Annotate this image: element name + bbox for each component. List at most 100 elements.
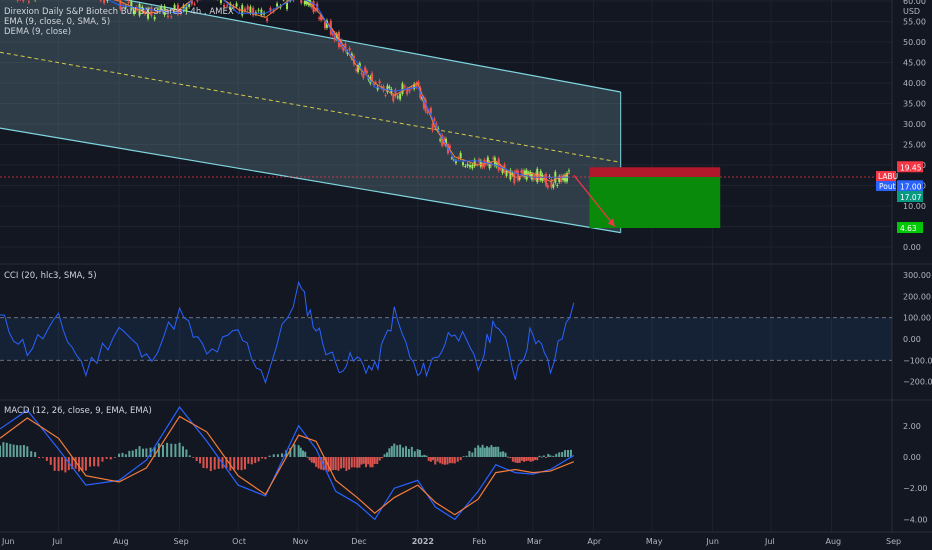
price-candle xyxy=(106,0,109,2)
price-candle xyxy=(166,15,169,18)
price-candle xyxy=(515,170,518,173)
macd-histogram-bar xyxy=(434,457,437,465)
price-candle xyxy=(188,3,191,7)
macd-histogram-bar xyxy=(451,457,454,464)
macd-histogram-bar xyxy=(459,457,462,461)
ema-legend[interactable]: EMA (9, close, 0, SMA, 5) xyxy=(4,17,110,27)
price-candle xyxy=(276,3,279,7)
dema-legend[interactable]: DEMA (9, close) xyxy=(4,27,71,37)
short-position-tool[interactable] xyxy=(589,167,721,229)
macd-histogram-bar xyxy=(536,457,539,461)
macd-histogram-bar xyxy=(306,456,309,458)
price-candle xyxy=(249,6,252,14)
macd-panel[interactable] xyxy=(0,406,575,521)
price-candle xyxy=(421,96,424,100)
price-candle xyxy=(133,10,136,15)
macd-histogram-bar xyxy=(141,448,144,457)
price-candle xyxy=(303,0,306,5)
macd-histogram-bar xyxy=(213,457,216,470)
time-tick-label: Jul xyxy=(764,537,775,546)
macd-histogram-bar xyxy=(350,457,353,468)
price-tick-label: 25.00 xyxy=(903,141,926,150)
macd-histogram-bar xyxy=(101,457,104,462)
price-candle xyxy=(235,3,238,7)
macd-histogram-bar xyxy=(429,457,432,462)
macd-histogram-bar xyxy=(84,457,87,471)
price-candle xyxy=(103,0,106,4)
macd-histogram-bar xyxy=(170,443,173,457)
price-candle xyxy=(185,5,188,12)
macd-histogram-bar xyxy=(247,457,250,464)
macd-histogram-bar xyxy=(192,457,195,458)
price-candle xyxy=(408,88,411,92)
macd-histogram-bar xyxy=(358,457,361,468)
price-candle xyxy=(417,81,420,86)
macd-histogram-bar xyxy=(369,457,372,468)
cci-axis[interactable]: 300.00 200.00 100.00 0.00 −100.00 −200.00 xyxy=(903,271,932,387)
time-tick-label: May xyxy=(646,537,663,546)
macd-histogram-bar xyxy=(558,452,561,457)
macd-histogram-bar xyxy=(178,442,181,457)
macd-histogram-bar xyxy=(71,457,74,470)
price-tag-box xyxy=(897,180,923,192)
macd-histogram-bar xyxy=(488,447,491,457)
price-candle xyxy=(196,0,199,1)
macd-histogram-bar xyxy=(153,447,156,457)
price-candle xyxy=(160,5,163,10)
projection-arrow[interactable] xyxy=(573,174,616,227)
price-tag-box xyxy=(897,191,923,203)
macd-histogram-bar xyxy=(425,455,428,457)
macd-legend[interactable]: MACD (12, 26, close, 9, EMA, EMA) xyxy=(4,406,152,416)
macd-histogram-bar xyxy=(497,446,500,457)
price-candle xyxy=(548,176,551,178)
price-candle xyxy=(150,7,153,16)
time-tick-label: Oct xyxy=(232,537,246,546)
price-candle xyxy=(534,173,537,179)
macd-histogram-bar xyxy=(342,457,345,468)
time-axis[interactable]: Jun Jul Aug Sep Oct Nov Dec 2022 Feb Mar Apr May Jun… xyxy=(1,537,901,546)
macd-histogram-bar xyxy=(373,457,376,465)
macd-histogram-bar xyxy=(499,451,502,457)
price-channel[interactable] xyxy=(0,0,622,234)
instrument-exchange: AMEX xyxy=(209,7,234,17)
price-candle xyxy=(564,174,567,182)
macd-histogram-bar xyxy=(345,457,348,471)
price-candle xyxy=(170,16,173,18)
macd-line xyxy=(0,406,575,521)
instrument-title[interactable]: Direxion Daily S&P Biotech Bull 3X Share… xyxy=(4,7,234,17)
cci-panel[interactable] xyxy=(0,280,892,385)
macd-tick-label: −4.00 xyxy=(903,515,928,524)
macd-histogram-bar xyxy=(465,455,468,457)
macd-histogram-bar xyxy=(128,450,131,457)
macd-histogram-bar xyxy=(502,451,505,457)
macd-histogram-bar xyxy=(195,457,198,462)
macd-axis[interactable]: 2.00 0.00 −2.00 −4.00 xyxy=(903,422,928,525)
macd-histogram-bar xyxy=(34,452,37,457)
macd-histogram-bar xyxy=(135,449,138,457)
macd-histogram-bar xyxy=(26,446,29,457)
macd-histogram-bar xyxy=(38,457,41,459)
price-candle xyxy=(522,170,525,177)
macd-histogram-bar xyxy=(19,445,22,457)
macd-histogram-bar xyxy=(364,457,367,468)
macd-histogram-bar xyxy=(564,450,567,457)
macd-histogram-bar xyxy=(64,457,67,473)
macd-histogram-bar xyxy=(561,452,564,457)
price-tag-label: 17.07 xyxy=(900,193,922,202)
price-candle xyxy=(403,85,406,88)
price-series[interactable] xyxy=(0,0,892,190)
macd-histogram-bar xyxy=(483,447,486,457)
price-candle xyxy=(260,9,263,16)
currency-label: USD xyxy=(903,7,920,16)
price-candle xyxy=(509,169,512,180)
macd-histogram-bar xyxy=(523,457,526,462)
macd-histogram-bar xyxy=(60,457,63,471)
macd-histogram-bar xyxy=(181,446,184,457)
price-candle xyxy=(99,0,102,1)
macd-histogram-bar xyxy=(166,442,169,457)
price-candle xyxy=(556,184,559,186)
macd-histogram-bar xyxy=(446,457,449,465)
cci-legend[interactable]: CCI (20, hlc3, SMA, 5) xyxy=(4,271,97,281)
